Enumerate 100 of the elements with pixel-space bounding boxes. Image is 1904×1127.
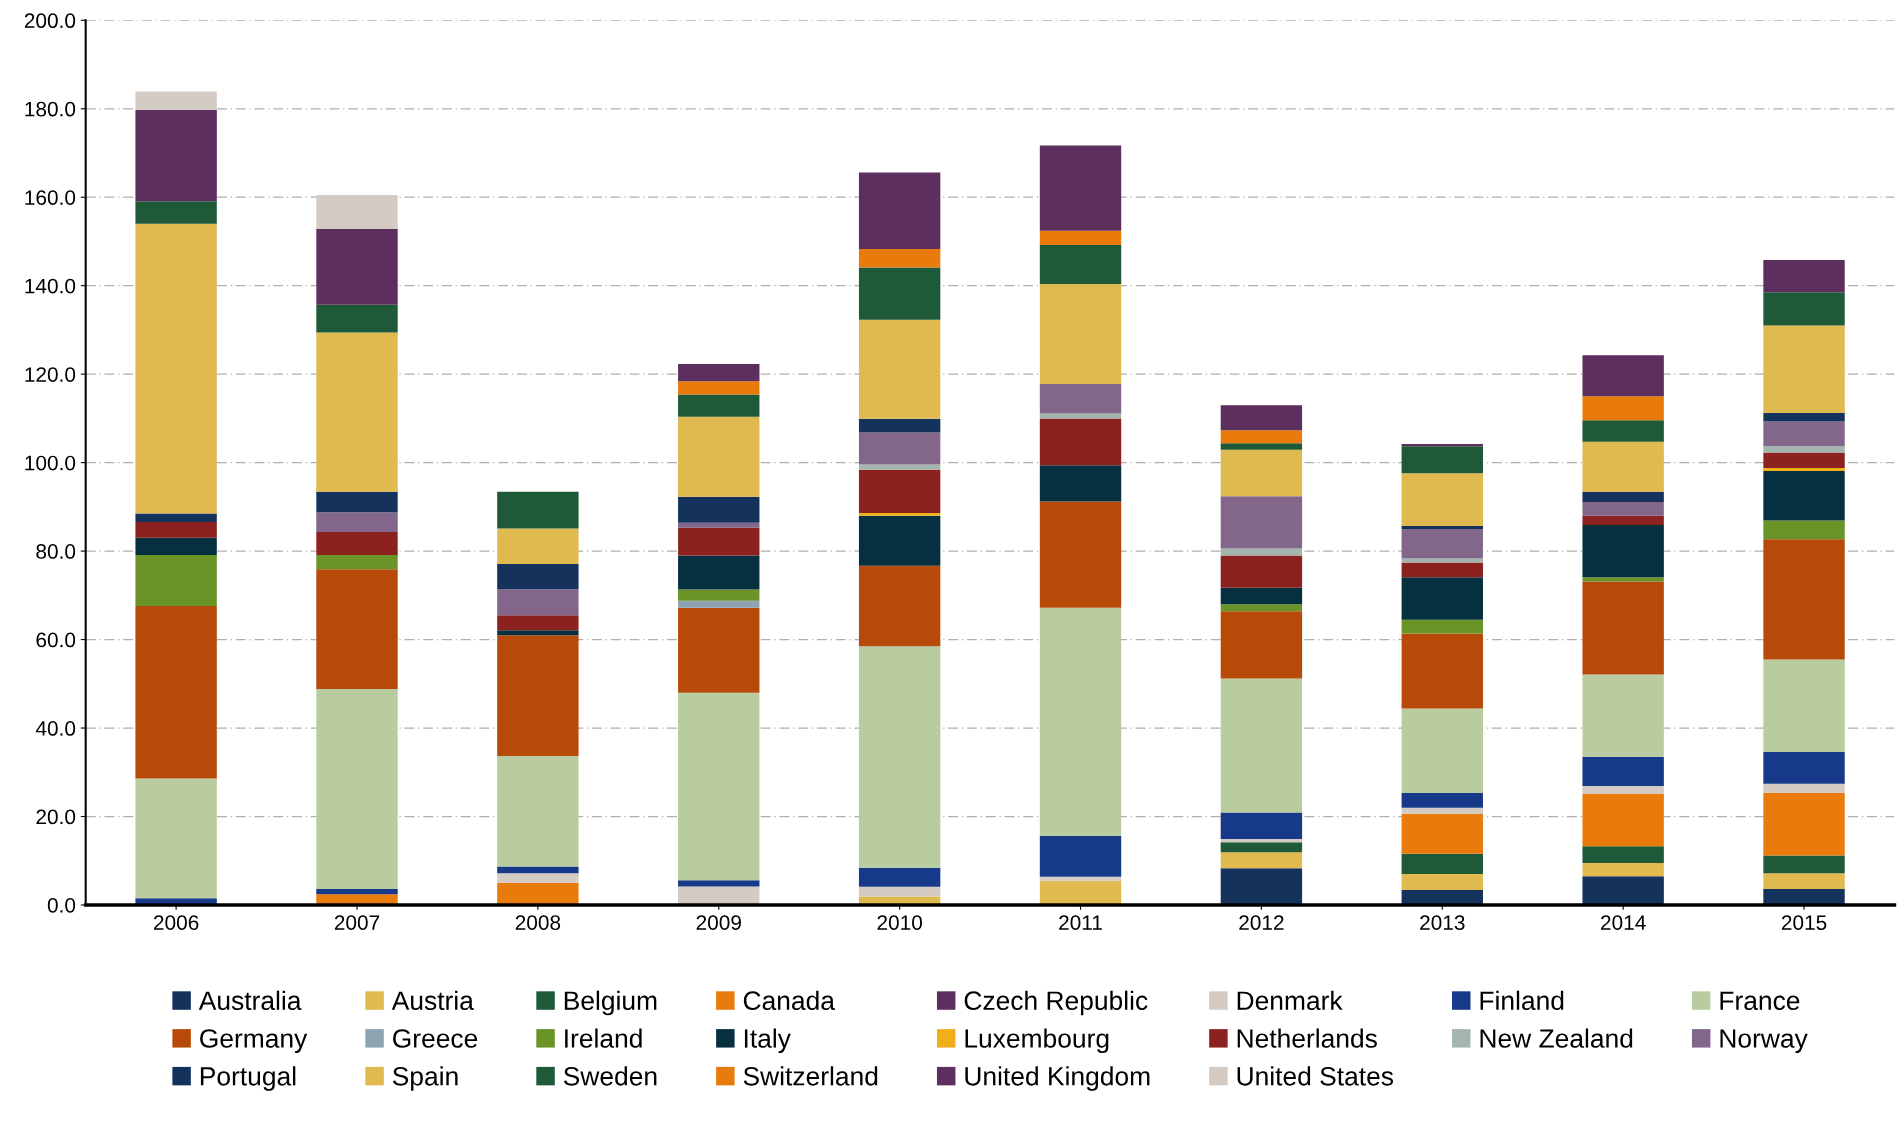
bar [135,605,217,779]
bar [1763,783,1845,794]
bar [1763,325,1845,414]
bar [316,889,398,895]
legend-label: Finland [1480,990,1564,1011]
y-tick-label: 60.0 [36,632,76,648]
x-tick-label: 2008 [515,915,561,931]
y-tick-label: 40.0 [35,721,76,736]
bar [678,880,760,887]
bar [678,363,760,382]
bar [1220,405,1303,431]
bar [1039,230,1122,245]
x-tick-label: 2014 [1601,915,1646,931]
bar [316,304,398,333]
legend-label: Denmark [1237,990,1343,1011]
bar [1220,868,1303,905]
bar [1582,577,1664,582]
bar [1401,525,1483,529]
bar [1763,793,1845,856]
bar [1220,496,1303,549]
legend-label: Ireland [565,1028,642,1048]
bar [1763,471,1845,521]
bar [858,646,941,868]
bar [497,589,579,616]
bar [678,381,760,395]
bar [858,172,941,249]
bar [1763,421,1845,447]
bar [1582,420,1664,442]
bar [1582,525,1664,578]
bar [1039,501,1122,608]
bar [1401,633,1483,709]
bar [1039,607,1122,836]
bar [1220,443,1303,450]
bar [135,513,217,522]
bar [678,555,760,590]
bar [497,528,579,564]
bar [1582,674,1664,757]
bar [678,522,760,528]
bar [1220,430,1303,444]
bar [1039,418,1122,466]
legend-label: Italy [744,1028,791,1054]
legend-label: Switzerland [743,1066,878,1086]
x-tick-label: 2010 [877,915,922,931]
bar [135,537,217,556]
bar [858,565,941,647]
bar [135,521,217,538]
bar [1763,292,1845,326]
bar [1039,245,1122,284]
bar [1763,413,1845,422]
bar [858,867,941,887]
bar [678,416,760,497]
x-tick-label: 2012 [1239,915,1284,931]
bar [316,332,398,492]
bar [1763,446,1845,453]
bar [1582,355,1664,397]
bar [1401,807,1483,814]
y-tick-label: 160.0 [25,190,76,205]
bar [1401,874,1483,890]
bar [135,91,217,111]
bar [497,563,579,590]
bar [1039,835,1122,877]
bar [1763,539,1845,660]
bar [316,689,398,890]
bar [316,228,398,305]
bar [1039,145,1122,231]
bar [1220,842,1303,853]
bar [316,555,398,570]
bar [1763,260,1845,293]
y-tick-label: 200.0 [24,13,76,29]
bar [1401,577,1483,620]
bar [1763,659,1845,752]
bar [1582,581,1664,675]
bar [1220,587,1303,605]
bar [1220,839,1303,843]
legend-label: Austria [391,990,474,1011]
legend-label: Spain [392,1066,458,1091]
bar [1401,793,1483,808]
bar [678,692,760,881]
bar [1401,562,1483,578]
bar [135,110,217,202]
bar [1401,619,1483,634]
legend-label: Greece [393,1029,478,1048]
bar [1220,548,1303,556]
bar [1582,862,1664,877]
bar [1582,785,1664,794]
legend-label: Belgium [564,990,657,1016]
y-tick-label: 120.0 [25,367,76,382]
bar [1401,473,1483,526]
legend-label: United Kingdom [965,1066,1150,1091]
bar [1401,446,1483,474]
legend-label: New Zealand [1480,1028,1633,1048]
legend-label: Australia [198,990,302,1011]
bar [135,778,217,899]
bar [316,195,398,229]
x-tick-label: 2006 [154,915,199,931]
bar [858,248,941,268]
legend-label: Luxembourg [965,1028,1109,1054]
bar [1039,465,1122,502]
bar [1401,813,1483,854]
bar [135,201,217,224]
